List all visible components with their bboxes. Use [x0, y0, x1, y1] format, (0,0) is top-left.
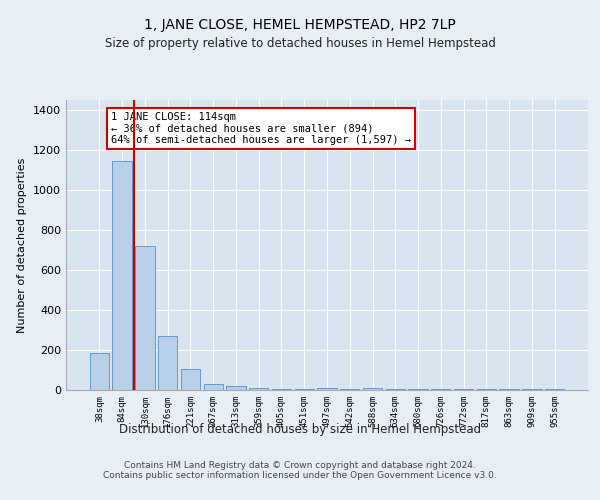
Bar	[90, 353, 109, 390]
Bar	[226, 386, 245, 390]
Bar	[272, 389, 291, 390]
Bar	[386, 389, 405, 390]
Bar	[181, 369, 200, 390]
Bar	[476, 389, 496, 390]
Bar	[522, 389, 542, 390]
Bar	[431, 389, 451, 390]
Bar	[545, 389, 564, 390]
Text: 1, JANE CLOSE, HEMEL HEMPSTEAD, HP2 7LP: 1, JANE CLOSE, HEMEL HEMPSTEAD, HP2 7LP	[144, 18, 456, 32]
Bar	[249, 388, 268, 390]
Bar	[499, 389, 519, 390]
Bar	[203, 384, 223, 390]
Bar	[158, 336, 178, 390]
Y-axis label: Number of detached properties: Number of detached properties	[17, 158, 28, 332]
Text: 1 JANE CLOSE: 114sqm
← 36% of detached houses are smaller (894)
64% of semi-deta: 1 JANE CLOSE: 114sqm ← 36% of detached h…	[111, 112, 411, 145]
Bar	[295, 389, 314, 390]
Text: Size of property relative to detached houses in Hemel Hempstead: Size of property relative to detached ho…	[104, 38, 496, 51]
Text: Distribution of detached houses by size in Hemel Hempstead: Distribution of detached houses by size …	[119, 422, 481, 436]
Bar	[317, 388, 337, 390]
Bar	[112, 161, 132, 390]
Text: Contains HM Land Registry data © Crown copyright and database right 2024.
Contai: Contains HM Land Registry data © Crown c…	[103, 460, 497, 480]
Bar	[340, 389, 359, 390]
Bar	[454, 389, 473, 390]
Bar	[363, 388, 382, 390]
Bar	[409, 389, 428, 390]
Bar	[135, 246, 155, 390]
